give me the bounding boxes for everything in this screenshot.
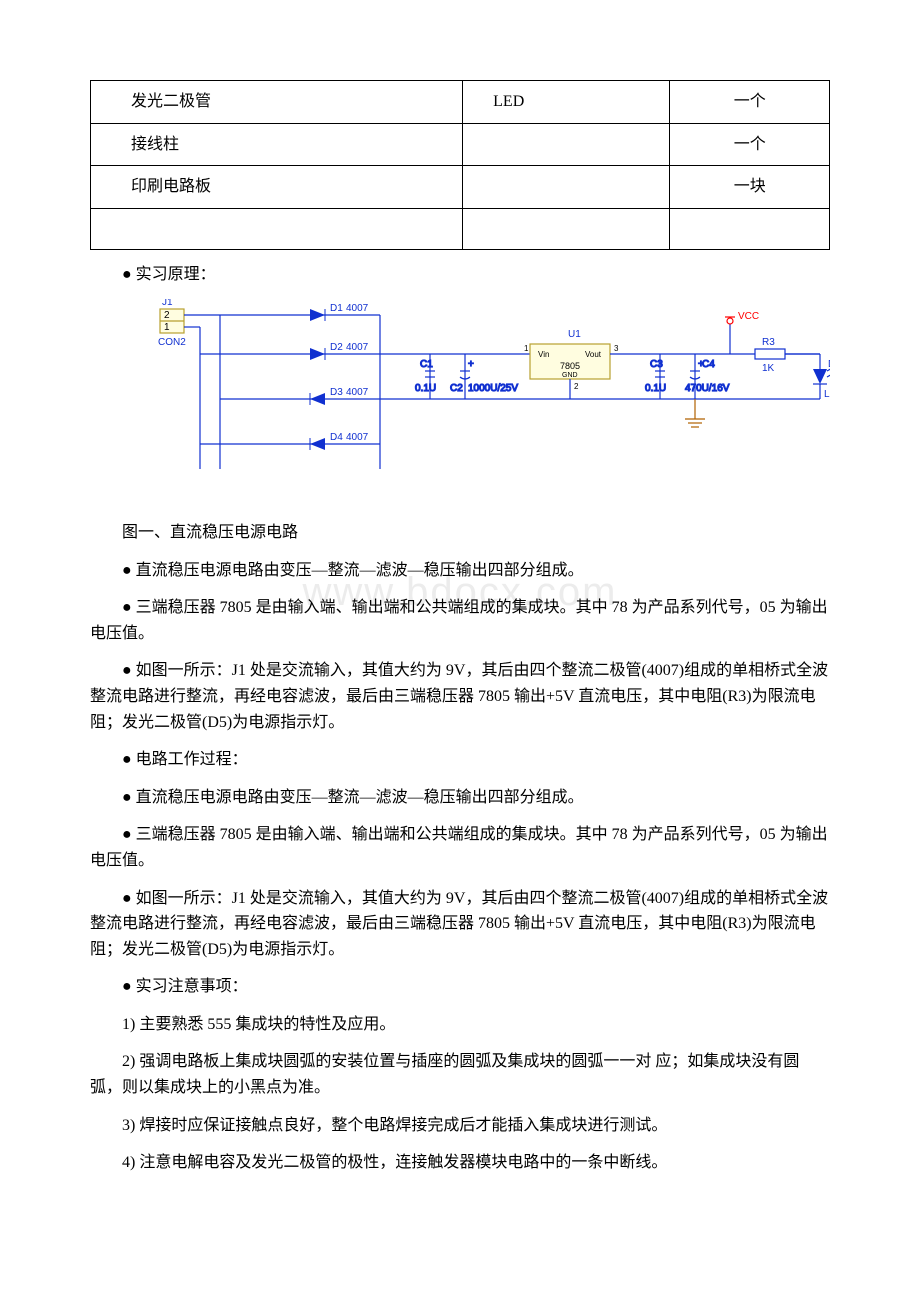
table-row: 印刷电路板 一块 xyxy=(91,166,830,209)
svg-text:J1: J1 xyxy=(162,299,173,308)
svg-text:470U/16V: 470U/16V xyxy=(685,383,730,394)
para: ● 如图一所示：J1 处是交流输入，其值大约为 9V，其后由四个整流二极管(40… xyxy=(90,886,830,963)
svg-text:C4: C4 xyxy=(702,359,715,370)
cell: 接线柱 xyxy=(91,123,463,166)
svg-text:D3: D3 xyxy=(330,387,343,398)
cell: 一块 xyxy=(670,166,830,209)
svg-text:+: + xyxy=(468,359,474,370)
circuit-figure: J1 2 1 CON2 U1 Vin Vout 7805 GND xyxy=(130,299,830,508)
para: ● 实习注意事项： xyxy=(90,974,830,1000)
heading-principle: ● 实习原理： xyxy=(90,262,830,288)
cell xyxy=(463,166,670,209)
svg-text:1K: 1K xyxy=(762,363,775,374)
svg-text:1: 1 xyxy=(164,322,170,333)
svg-text:4007: 4007 xyxy=(346,432,369,443)
svg-text:LED: LED xyxy=(824,389,830,400)
cell: 一个 xyxy=(670,81,830,124)
para: ● 直流稳压电源电路由变压—整流—滤波—稳压输出四部分组成。 xyxy=(90,785,830,811)
svg-text:GND: GND xyxy=(562,372,578,379)
table-row xyxy=(91,208,830,249)
svg-text:R3: R3 xyxy=(762,337,775,348)
figure-caption: 图一、直流稳压电源电路 xyxy=(90,520,830,546)
svg-text:0.1U: 0.1U xyxy=(415,383,436,394)
svg-text:2: 2 xyxy=(574,382,579,391)
cell xyxy=(670,208,830,249)
para: ● 三端稳压器 7805 是由输入端、输出端和公共端组成的集成块。其中 78 为… xyxy=(90,822,830,873)
svg-text:C2: C2 xyxy=(450,383,463,394)
para: ● 电路工作过程： xyxy=(90,747,830,773)
svg-text:D5: D5 xyxy=(828,359,830,370)
svg-text:1000U/25V: 1000U/25V xyxy=(468,383,518,394)
cell xyxy=(91,208,463,249)
svg-text:D2: D2 xyxy=(330,342,343,353)
svg-text:CON2: CON2 xyxy=(158,337,186,348)
cell xyxy=(463,123,670,166)
svg-text:4007: 4007 xyxy=(346,303,369,314)
cell: 印刷电路板 xyxy=(91,166,463,209)
cell xyxy=(463,208,670,249)
svg-text:1: 1 xyxy=(524,344,529,353)
para: ● 三端稳压器 7805 是由输入端、输出端和公共端组成的集成块。其中 78 为… xyxy=(90,595,830,646)
para: 3) 焊接时应保证接触点良好，整个电路焊接完成后才能插入集成块进行测试。 xyxy=(90,1113,830,1139)
svg-text:U1: U1 xyxy=(568,329,581,340)
svg-text:7805: 7805 xyxy=(560,361,580,371)
svg-text:D4: D4 xyxy=(330,432,343,443)
svg-text:4007: 4007 xyxy=(346,342,369,353)
cell: 发光二极管 xyxy=(91,81,463,124)
svg-text:4007: 4007 xyxy=(346,387,369,398)
table-row: 发光二极管LED一个 xyxy=(91,81,830,124)
table-row: 接线柱 一个 xyxy=(91,123,830,166)
para: ● 直流稳压电源电路由变压—整流—滤波—稳压输出四部分组成。 xyxy=(90,558,830,584)
svg-text:D1: D1 xyxy=(330,303,343,314)
para: 2) 强调电路板上集成块圆弧的安装位置与插座的圆弧及集成块的圆弧一一对 应；如集… xyxy=(90,1049,830,1100)
components-table: 发光二极管LED一个 接线柱 一个 印刷电路板 一块 xyxy=(90,80,830,250)
para: ● 如图一所示：J1 处是交流输入，其值大约为 9V，其后由四个整流二极管(40… xyxy=(90,658,830,735)
para: 1) 主要熟悉 555 集成块的特性及应用。 xyxy=(90,1012,830,1038)
svg-text:C3: C3 xyxy=(650,359,663,370)
svg-text:Vin: Vin xyxy=(538,350,549,359)
svg-text:VCC: VCC xyxy=(738,311,759,322)
svg-text:C1: C1 xyxy=(420,359,433,370)
cell: 一个 xyxy=(670,123,830,166)
svg-text:0.1U: 0.1U xyxy=(645,383,666,394)
para: 4) 注意电解电容及发光二极管的极性，连接触发器模块电路中的一条中断线。 xyxy=(90,1150,830,1176)
svg-text:2: 2 xyxy=(164,310,170,321)
svg-text:3: 3 xyxy=(614,344,619,353)
cell: LED xyxy=(463,81,670,124)
svg-text:Vout: Vout xyxy=(585,350,602,359)
